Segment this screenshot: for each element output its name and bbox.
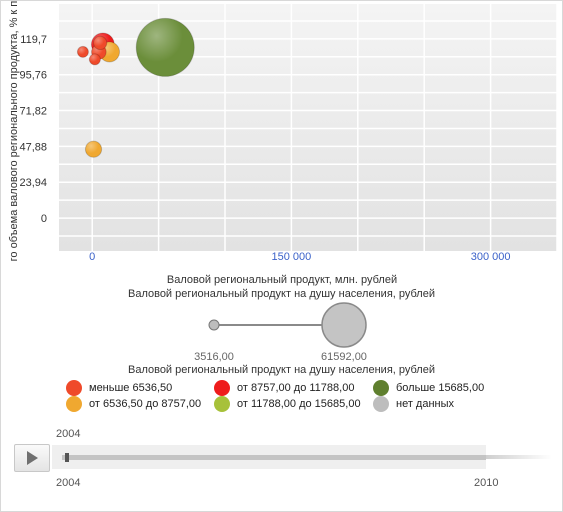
legend-label: больше 15685,00 xyxy=(396,382,485,394)
legend-item: от 6536,50 до 8757,00 xyxy=(66,396,201,412)
bubble-highlight xyxy=(77,46,89,58)
size-legend-title: Валовой региональный продукт на душу нас… xyxy=(127,288,435,300)
x-tick-label: 0 xyxy=(89,251,95,263)
bubble[interactable] xyxy=(135,17,195,77)
x-axis-label: Валовой региональный продукт, млн. рубле… xyxy=(167,274,397,286)
timeline-slider-handle[interactable] xyxy=(65,453,69,462)
legend-label: от 11788,00 до 15685,00 xyxy=(237,398,361,410)
legend-swatch xyxy=(214,380,230,396)
bubble[interactable] xyxy=(93,35,108,51)
legend-swatch xyxy=(214,396,230,412)
play-icon xyxy=(27,451,38,465)
timeline-track[interactable] xyxy=(62,455,486,460)
legend-swatch xyxy=(373,380,389,396)
color-legend-title: Валовой региональный продукт на душу нас… xyxy=(127,364,435,376)
legend-label: меньше 6536,50 xyxy=(89,382,173,394)
bubble[interactable] xyxy=(88,53,101,66)
legend-label: нет данных xyxy=(396,398,455,410)
grid xyxy=(59,4,558,251)
size-legend: 3516,00 61592,00 xyxy=(194,302,367,363)
timeline-end-year: 2010 xyxy=(474,477,499,489)
legend-swatch xyxy=(66,396,82,412)
legend-item: от 11788,00 до 15685,00 xyxy=(214,396,361,412)
size-legend-min-bubble xyxy=(208,319,220,331)
y-tick-label: 95,76 xyxy=(19,70,47,82)
bubble-highlight xyxy=(136,18,195,77)
legend-label: от 6536,50 до 8757,00 xyxy=(89,398,202,410)
legend-item: нет данных xyxy=(373,396,454,412)
y-tick-label: 119,7 xyxy=(20,34,47,46)
timeline-current-year: 2004 xyxy=(56,428,81,440)
timeline-track-fade xyxy=(486,455,552,459)
legend-item: больше 15685,00 xyxy=(373,380,484,396)
size-legend-max-label: 61592,00 xyxy=(321,351,367,363)
y-tick-label: 71,82 xyxy=(19,106,47,118)
legend-item: меньше 6536,50 xyxy=(66,380,172,396)
timeline: 2004 2004 2010 xyxy=(14,426,554,496)
bubble[interactable] xyxy=(84,140,103,158)
y-tick-label: 47,88 xyxy=(19,141,47,153)
legend-swatch xyxy=(66,380,82,396)
bubble-highlight xyxy=(93,36,107,50)
x-tick-label: 150 000 xyxy=(272,251,312,263)
size-legend-min-label: 3516,00 xyxy=(194,351,234,363)
bubble-highlight xyxy=(89,53,101,65)
bubble[interactable] xyxy=(76,45,89,58)
legend-item: от 8757,00 до 11788,00 xyxy=(214,380,354,396)
bubbles xyxy=(76,17,195,158)
y-tick-label: 0 xyxy=(41,213,47,225)
x-axis: 0 150 000 300 000 xyxy=(89,251,510,263)
timeline-start-year: 2004 xyxy=(56,477,81,489)
plot-area xyxy=(59,4,557,251)
legend-swatch xyxy=(373,396,389,412)
bubble-chart: 0 150 000 300 000 0 23,94 47,88 71,82 95,76 119… xyxy=(8,0,558,363)
play-button[interactable] xyxy=(14,444,50,472)
bubble-highlight xyxy=(85,141,102,158)
x-tick-label: 300 000 xyxy=(471,251,511,263)
size-legend-max-bubble xyxy=(321,302,367,348)
y-axis-label: го объема валового регионального продукт… xyxy=(8,0,20,261)
legend-label: от 8757,00 до 11788,00 xyxy=(237,382,355,394)
y-axis: 0 23,94 47,88 71,82 95,76 119,7 xyxy=(19,34,47,225)
y-tick-label: 23,94 xyxy=(19,177,47,189)
